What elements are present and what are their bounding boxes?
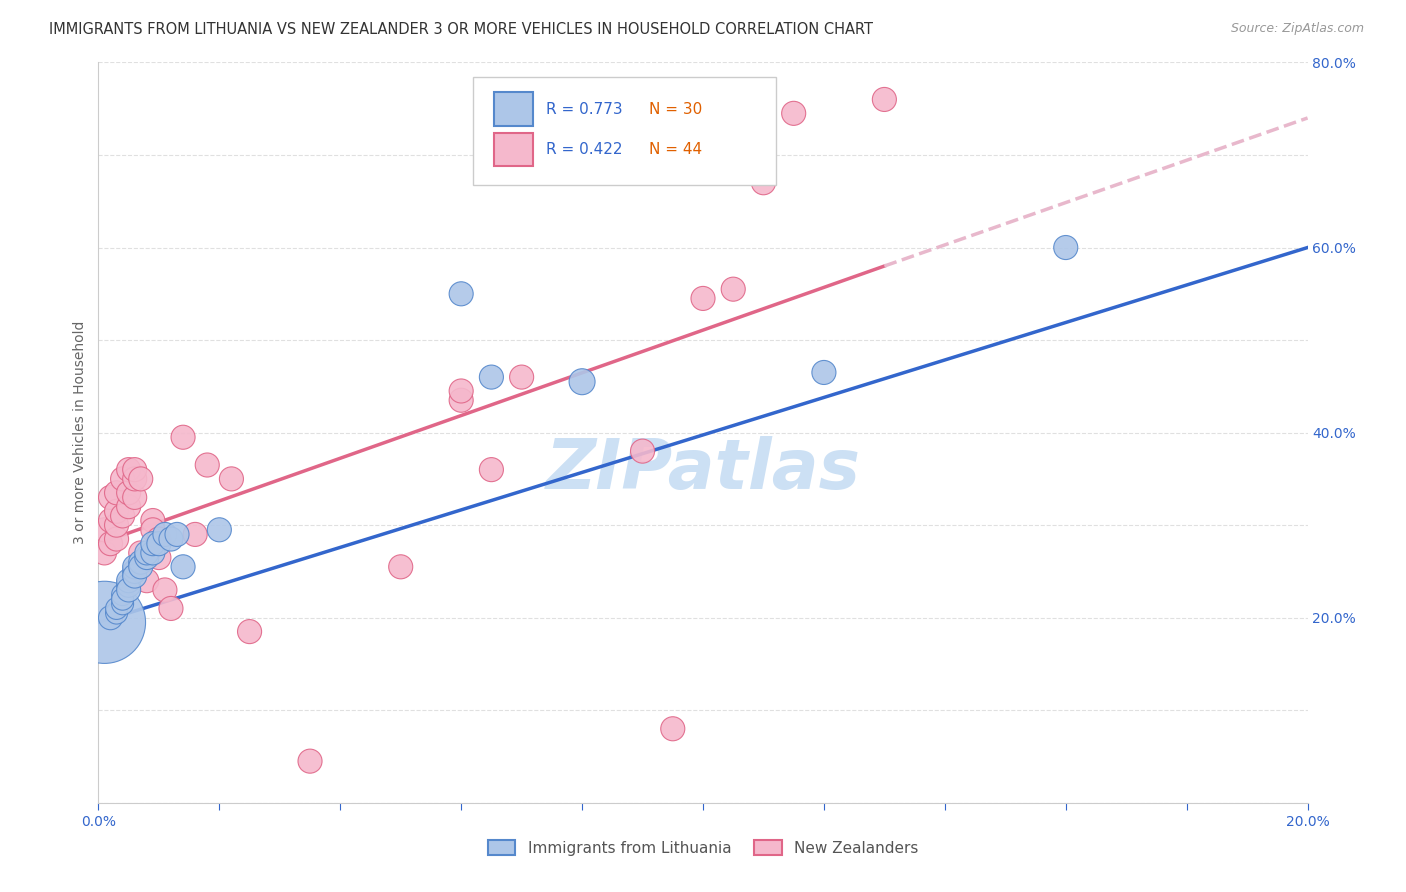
Point <box>100 536 122 550</box>
Point <box>142 514 165 528</box>
FancyBboxPatch shape <box>494 133 533 167</box>
Text: N = 44: N = 44 <box>648 143 702 157</box>
Point <box>124 472 146 486</box>
Point <box>195 458 218 472</box>
Point <box>631 444 654 458</box>
Text: ZIPatlas: ZIPatlas <box>546 436 860 503</box>
Point <box>111 597 134 611</box>
Point <box>129 559 152 574</box>
Point <box>783 106 806 120</box>
Text: IMMIGRANTS FROM LITHUANIA VS NEW ZEALANDER 3 OR MORE VEHICLES IN HOUSEHOLD CORRE: IMMIGRANTS FROM LITHUANIA VS NEW ZEALAND… <box>49 22 873 37</box>
Point <box>135 574 157 588</box>
Point <box>481 370 503 384</box>
Point <box>124 569 146 583</box>
Point <box>450 286 472 301</box>
Point <box>135 546 157 560</box>
Point <box>105 485 128 500</box>
Point <box>1054 240 1077 255</box>
Point <box>111 592 134 607</box>
Point <box>118 574 141 588</box>
Point <box>118 582 141 597</box>
Point <box>450 384 472 398</box>
Point <box>692 292 714 306</box>
Point <box>873 92 896 106</box>
Point <box>93 546 115 560</box>
Point <box>153 527 176 541</box>
Point <box>100 514 122 528</box>
Point <box>389 559 412 574</box>
Point <box>160 532 183 546</box>
Point <box>93 615 115 630</box>
Point <box>129 546 152 560</box>
Point <box>124 559 146 574</box>
Point <box>208 523 231 537</box>
Point <box>105 504 128 518</box>
Point <box>153 582 176 597</box>
Point <box>118 462 141 476</box>
Point <box>661 722 683 736</box>
Point <box>813 366 835 380</box>
Point <box>184 527 207 541</box>
Point <box>105 601 128 615</box>
Point <box>723 282 745 296</box>
Text: Source: ZipAtlas.com: Source: ZipAtlas.com <box>1230 22 1364 36</box>
Point <box>105 532 128 546</box>
Text: R = 0.422: R = 0.422 <box>546 143 623 157</box>
Point <box>100 610 122 624</box>
Point <box>118 500 141 514</box>
Point <box>172 430 194 444</box>
Point <box>148 550 170 565</box>
Point <box>105 606 128 620</box>
Point <box>142 536 165 550</box>
Text: N = 30: N = 30 <box>648 102 702 117</box>
Point <box>129 472 152 486</box>
Point <box>571 375 593 389</box>
Point <box>111 472 134 486</box>
Point <box>105 518 128 533</box>
Point <box>111 508 134 523</box>
FancyBboxPatch shape <box>494 93 533 126</box>
Point <box>172 559 194 574</box>
Point <box>148 536 170 550</box>
Point <box>752 176 775 190</box>
Point <box>124 491 146 505</box>
Point <box>93 523 115 537</box>
FancyBboxPatch shape <box>474 78 776 185</box>
Legend: Immigrants from Lithuania, New Zealanders: Immigrants from Lithuania, New Zealander… <box>482 834 924 862</box>
Point <box>129 555 152 569</box>
Point <box>160 601 183 615</box>
Point <box>118 578 141 592</box>
Text: R = 0.773: R = 0.773 <box>546 102 623 117</box>
Point <box>166 527 188 541</box>
Point <box>450 393 472 408</box>
Point <box>124 565 146 579</box>
Point <box>481 462 503 476</box>
Point <box>510 370 533 384</box>
Y-axis label: 3 or more Vehicles in Household: 3 or more Vehicles in Household <box>73 321 87 544</box>
Point <box>118 485 141 500</box>
Point <box>221 472 243 486</box>
Point <box>239 624 262 639</box>
Point <box>111 588 134 602</box>
Point <box>299 754 322 768</box>
Point <box>148 532 170 546</box>
Point <box>142 546 165 560</box>
Point <box>135 550 157 565</box>
Point <box>100 491 122 505</box>
Point <box>124 462 146 476</box>
Point <box>142 523 165 537</box>
